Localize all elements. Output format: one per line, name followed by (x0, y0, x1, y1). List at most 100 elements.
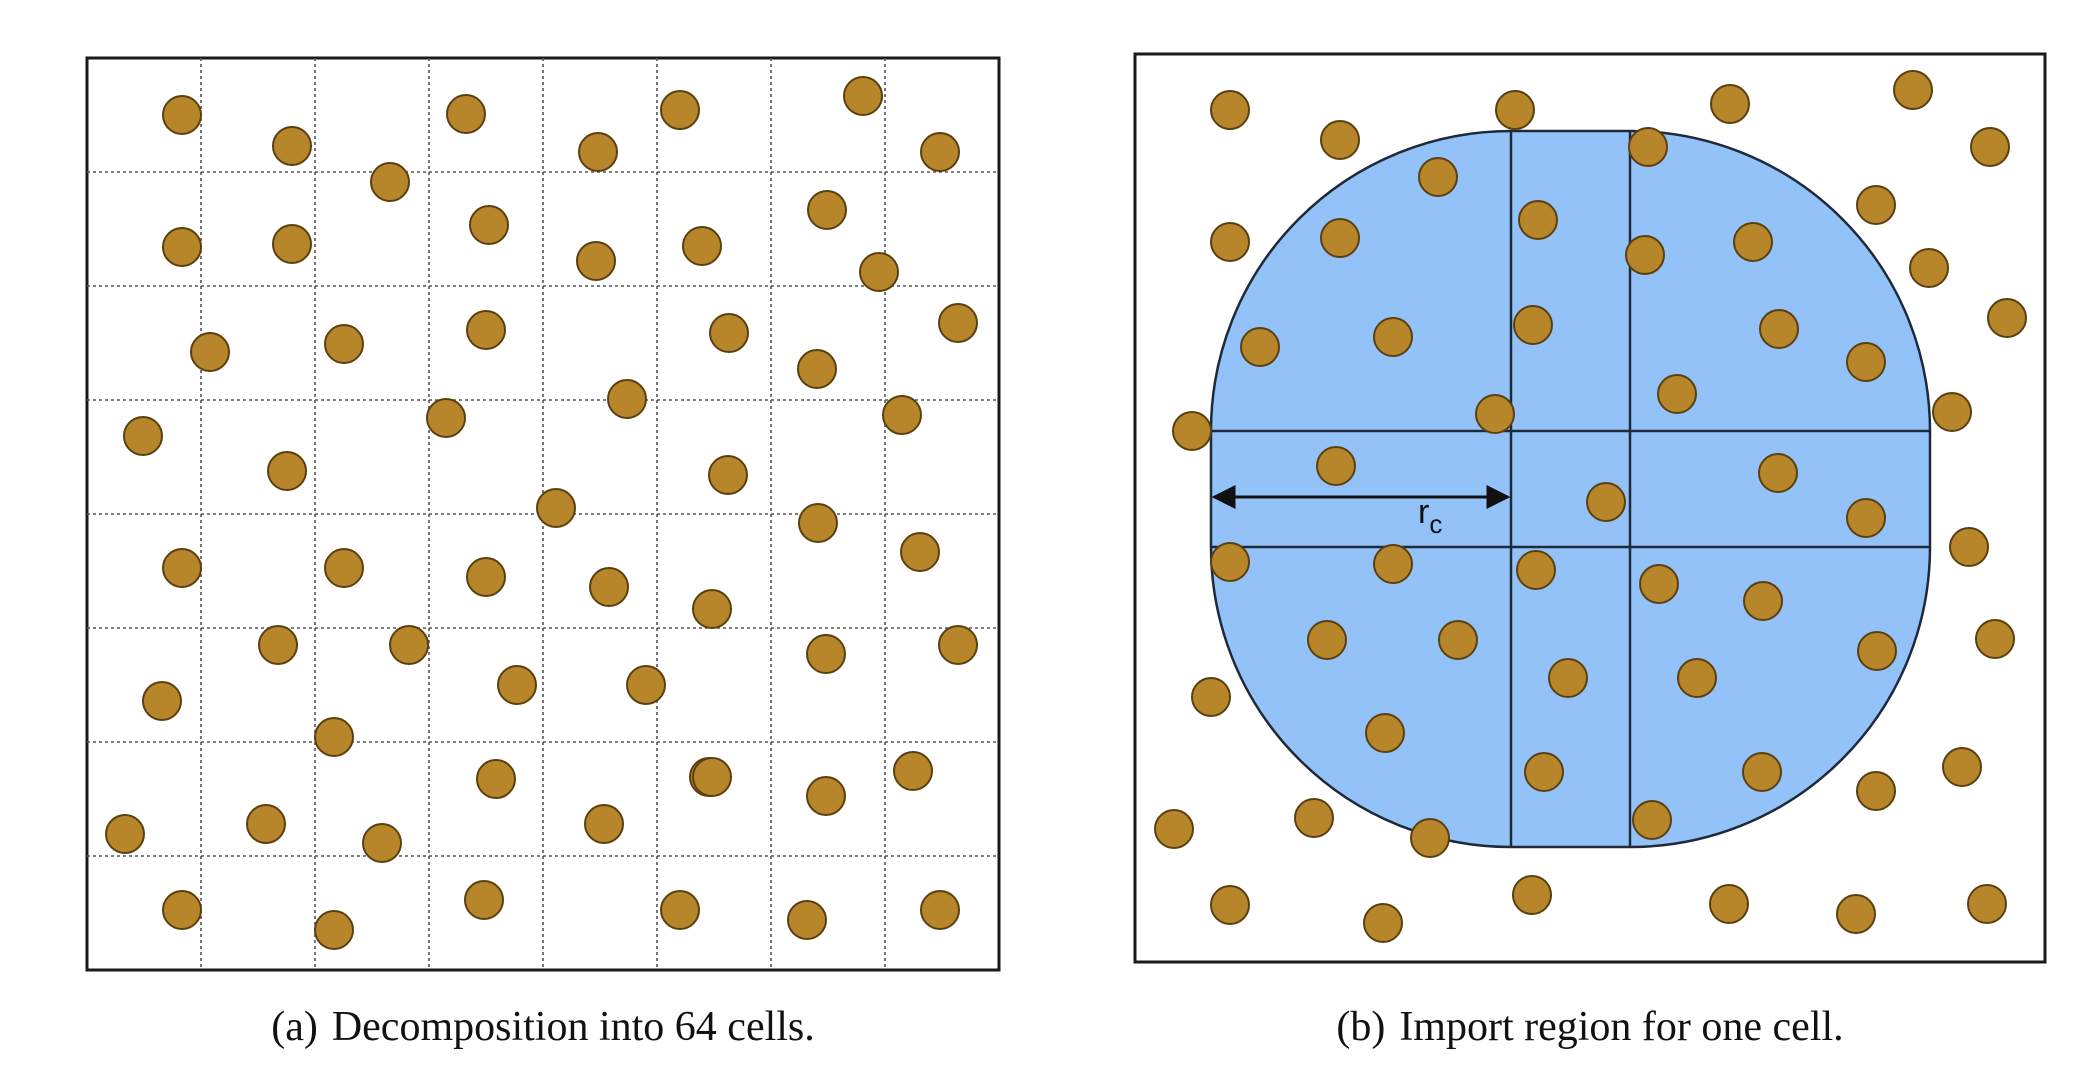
particle (1836, 894, 1876, 934)
particle (464, 880, 504, 920)
particle (466, 557, 506, 597)
particle (389, 625, 429, 665)
particle (162, 548, 202, 588)
particle (1191, 677, 1231, 717)
particle (1733, 222, 1773, 262)
panel-a: (a) Decomposition into 64 cells. (85, 56, 1001, 1050)
particle (798, 503, 838, 543)
particle (324, 548, 364, 588)
particle (469, 205, 509, 245)
panel-a-grid (87, 58, 999, 970)
particle (660, 90, 700, 130)
particle (1210, 90, 1250, 130)
particle (589, 567, 629, 607)
particle (1586, 482, 1626, 522)
particle (797, 349, 837, 389)
particle (162, 95, 202, 135)
particle (1512, 875, 1552, 915)
particle (1172, 411, 1212, 451)
panel-a-caption: (a) Decomposition into 64 cells. (271, 1004, 815, 1050)
particle (578, 132, 618, 172)
import-region-shape (1209, 129, 1932, 849)
particle (426, 398, 466, 438)
particle (162, 890, 202, 930)
particle (1893, 70, 1933, 110)
particle (1363, 903, 1403, 943)
particle (1316, 446, 1356, 486)
particle (1632, 800, 1672, 840)
particle (272, 224, 312, 264)
particle (1495, 90, 1535, 130)
import-region (1209, 129, 1932, 849)
particle (882, 395, 922, 435)
particle (1307, 620, 1347, 660)
particle (1710, 84, 1750, 124)
particle (900, 532, 940, 572)
particle (1513, 305, 1553, 345)
particle (1709, 884, 1749, 924)
particle (807, 190, 847, 230)
particle (314, 717, 354, 757)
particle (1628, 127, 1668, 167)
particle (1856, 185, 1896, 225)
particle (1516, 550, 1556, 590)
particle (162, 227, 202, 267)
particle (1625, 235, 1665, 275)
cutoff-radius-label-main: r (1418, 493, 1429, 531)
particle (446, 94, 486, 134)
particle (1518, 200, 1558, 240)
cutoff-radius-annotation: rc (1211, 485, 1511, 539)
particle (859, 252, 899, 292)
panel-b: rc (b) Import region for one cell. (1133, 52, 2047, 1050)
particle (105, 814, 145, 854)
particle (893, 751, 933, 791)
particle (370, 162, 410, 202)
particle (806, 776, 846, 816)
panel-a-tag: (a) (271, 1004, 318, 1050)
particle (497, 665, 537, 705)
cutoff-radius-label-sub: c (1429, 509, 1442, 539)
particle (1987, 298, 2027, 338)
particle (190, 332, 230, 372)
panel-a-caption-text: Decomposition into 64 cells. (332, 1004, 815, 1050)
particle (1240, 327, 1280, 367)
particle (709, 313, 749, 353)
panel-b-particles (1154, 70, 2027, 943)
particle (1365, 713, 1405, 753)
particle (1294, 798, 1334, 838)
cutoff-radius-label: rc (1418, 493, 1442, 539)
particle (1677, 658, 1717, 698)
particle (787, 900, 827, 940)
particle (1742, 752, 1782, 792)
particle (1210, 222, 1250, 262)
particle (1743, 581, 1783, 621)
particle (1949, 527, 1989, 567)
particle (267, 451, 307, 491)
particle (1759, 309, 1799, 349)
particle (1857, 631, 1897, 671)
particle (1410, 818, 1450, 858)
particle (1909, 248, 1949, 288)
particle (843, 76, 883, 116)
particle (324, 324, 364, 364)
particle (123, 416, 163, 456)
particle (1210, 885, 1250, 925)
panel-b-caption-text: Import region for one cell. (1399, 1004, 1843, 1050)
particle (314, 910, 354, 950)
particle (1975, 619, 2015, 659)
particle (1373, 544, 1413, 584)
particle (1846, 342, 1886, 382)
particle (362, 823, 402, 863)
particle (1846, 498, 1886, 538)
panel-b-caption: (b) Import region for one cell. (1336, 1004, 1843, 1050)
particle (660, 890, 700, 930)
particle (920, 890, 960, 930)
particle (536, 488, 576, 528)
particle (1657, 374, 1697, 414)
panel-b-tag: (b) (1336, 1004, 1385, 1050)
particle (806, 634, 846, 674)
particle (476, 759, 516, 799)
particle (1373, 317, 1413, 357)
particle (1967, 884, 2007, 924)
